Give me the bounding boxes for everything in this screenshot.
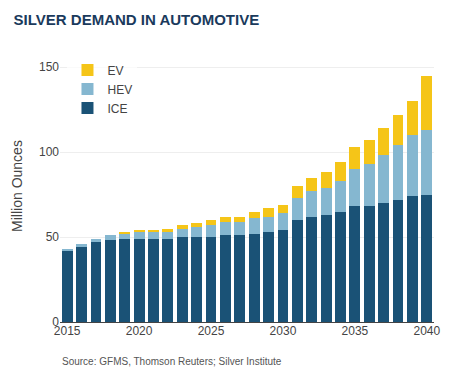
svg-text:EV: EV — [107, 64, 123, 78]
svg-text:150: 150 — [39, 60, 59, 74]
svg-text:HEV: HEV — [107, 83, 132, 97]
svg-text:2035: 2035 — [342, 324, 369, 338]
svg-text:Million Ounces: Million Ounces — [9, 140, 25, 232]
svg-text:2025: 2025 — [198, 324, 225, 338]
svg-text:Source: GFMS, Thomson Reuters;: Source: GFMS, Thomson Reuters; Silver In… — [62, 356, 282, 367]
svg-text:50: 50 — [46, 230, 60, 244]
svg-text:2040: 2040 — [413, 324, 440, 338]
svg-text:2015: 2015 — [54, 324, 81, 338]
svg-text:100: 100 — [39, 145, 59, 159]
svg-text:2030: 2030 — [270, 324, 297, 338]
svg-text:0: 0 — [52, 315, 59, 329]
svg-text:ICE: ICE — [107, 102, 127, 116]
svg-text:SILVER DEMAND IN AUTOMOTIVE: SILVER DEMAND IN AUTOMOTIVE — [14, 11, 260, 28]
svg-text:2020: 2020 — [126, 324, 153, 338]
